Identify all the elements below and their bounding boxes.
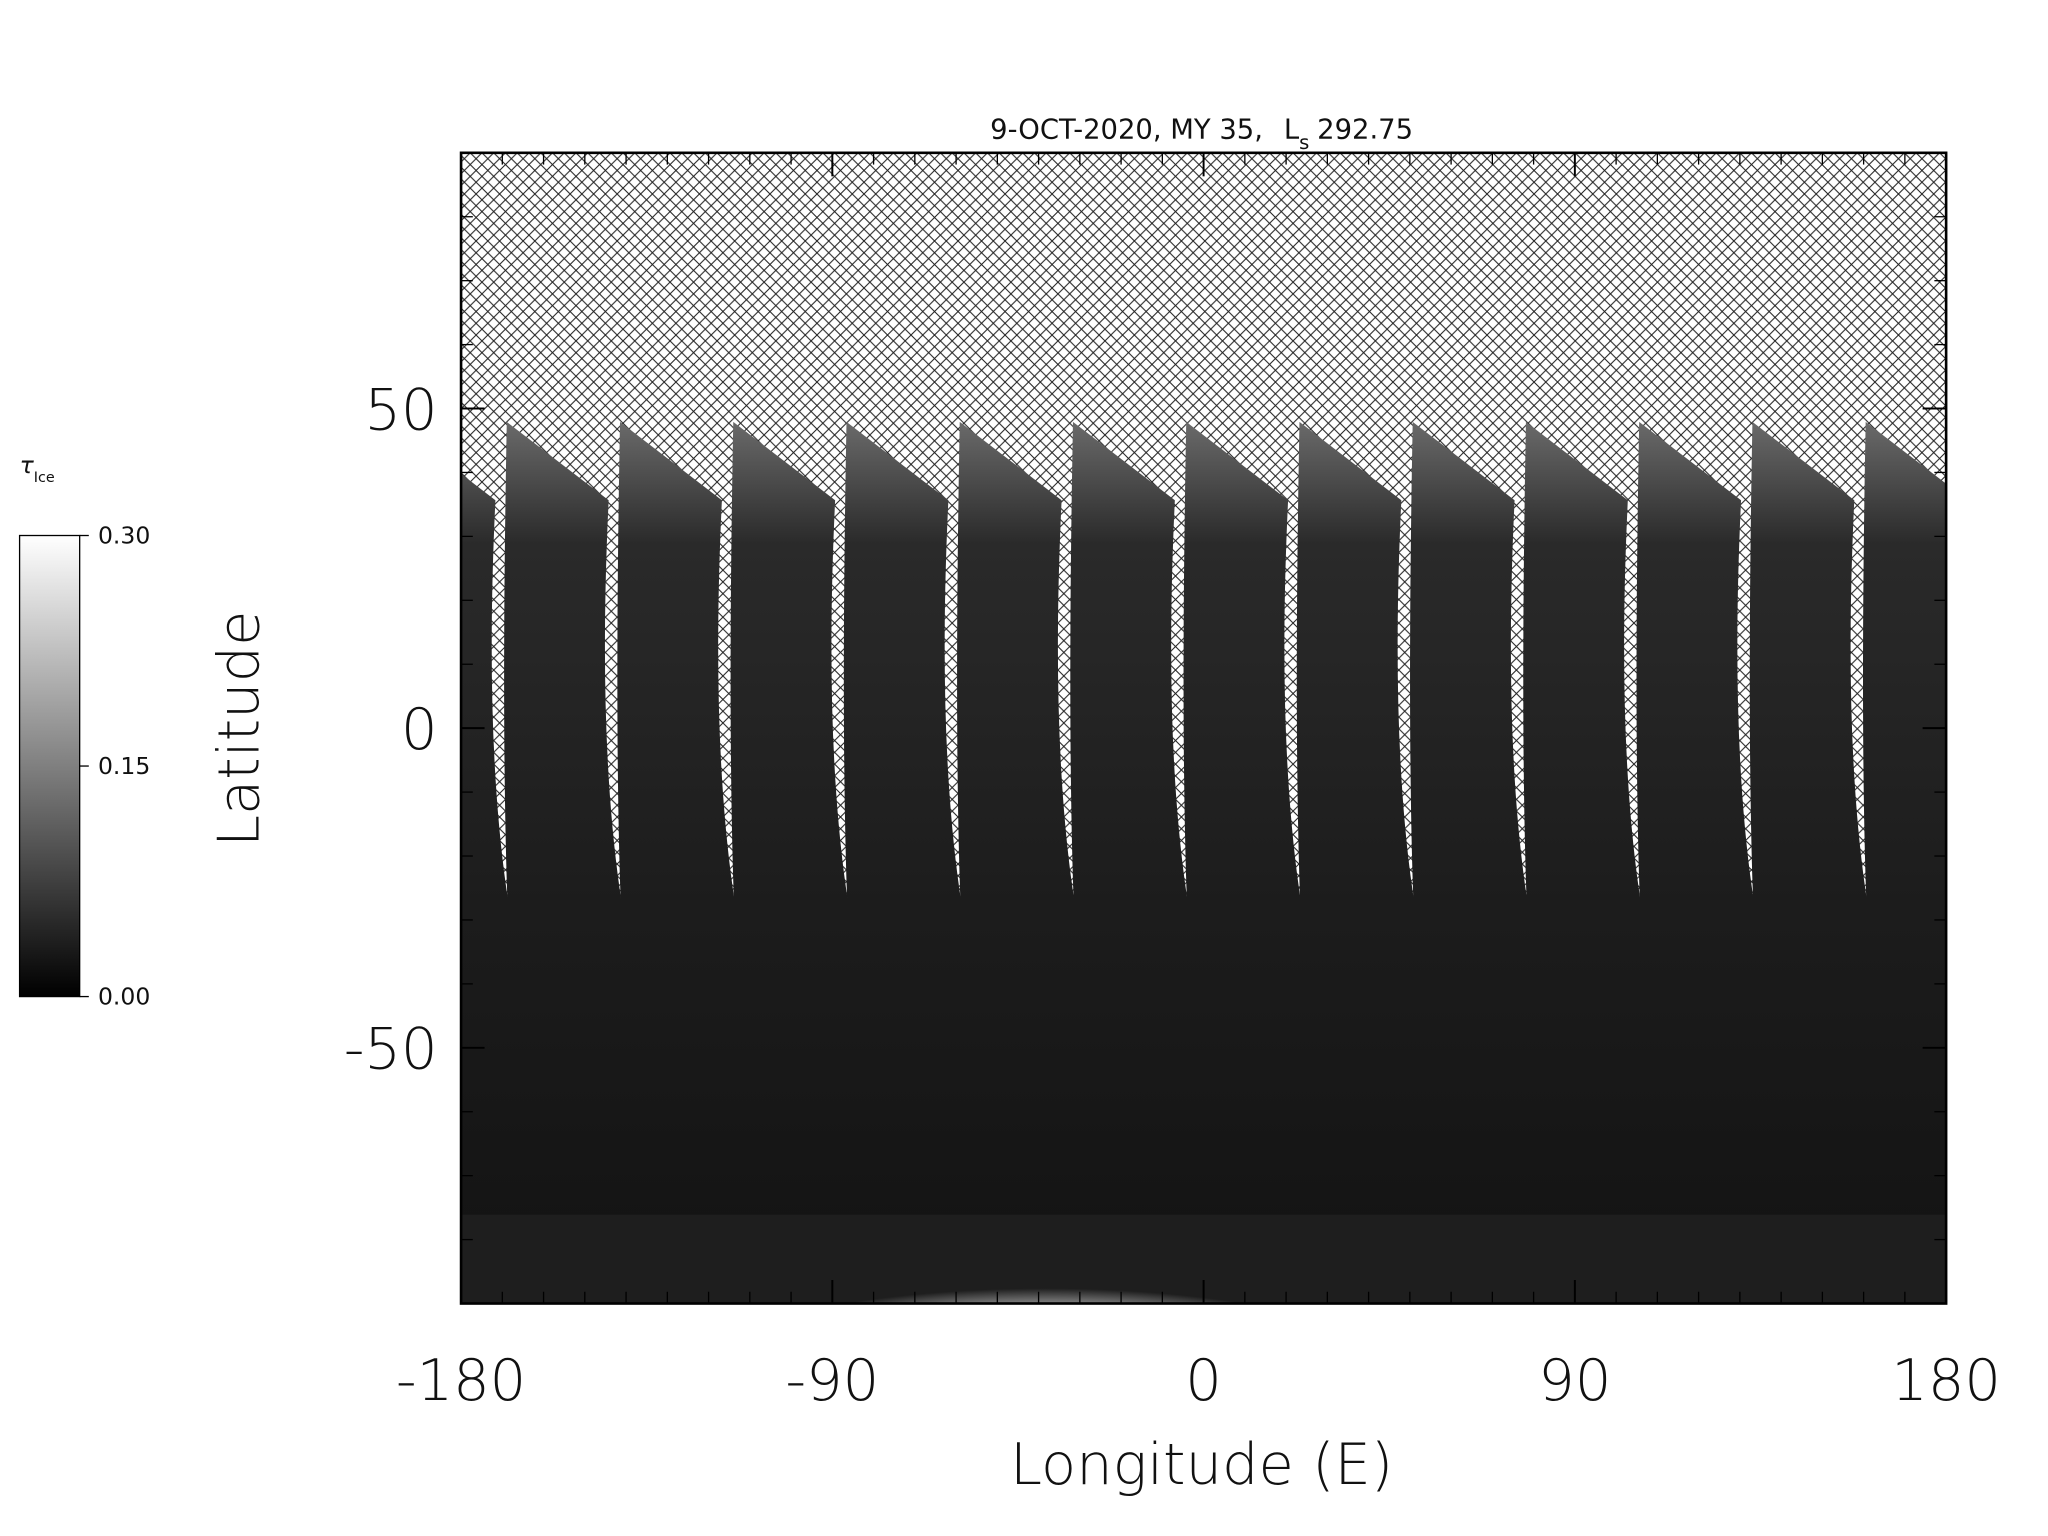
colorbar-sub: Ice (34, 470, 55, 486)
swath (1410, 421, 1609, 1235)
title-ls: L (1284, 114, 1300, 145)
x-tick-label: -180 (396, 1347, 526, 1414)
x-axis-label: Longitude (E) (1010, 1431, 1393, 1498)
swaths (461, 421, 2048, 1235)
colorbar-label: τIce (20, 451, 55, 486)
title-main: 9-OCT-2020, MY 35, (990, 114, 1263, 145)
swath (957, 421, 1156, 1235)
swath (1976, 422, 2048, 1234)
swath (1183, 421, 1383, 1235)
colorbar-symbol: τ (20, 451, 35, 479)
polar-cap (718, 1217, 1372, 1304)
swath (1636, 421, 1836, 1235)
swath (1296, 421, 1496, 1235)
y-axis-label: Latitude (206, 611, 273, 847)
swath (461, 473, 590, 1235)
x-tick-label: 90 (1538, 1347, 1611, 1414)
y-tick-label: -50 (344, 1016, 438, 1083)
x-tick-label: 0 (1185, 1347, 1222, 1414)
title-ls-sub: s (1299, 131, 1309, 154)
swath (1863, 421, 1947, 1235)
x-tick-label: -90 (785, 1347, 879, 1414)
swath (617, 421, 816, 1235)
chart-title: 9-OCT-2020, MY 35, Ls 292.75 (990, 114, 1413, 153)
swath (1523, 421, 1722, 1235)
swath (504, 421, 703, 1235)
swath (730, 421, 930, 1235)
map-image (461, 152, 2048, 1304)
swath (1070, 421, 1269, 1235)
swath (843, 421, 1043, 1235)
y-tick-label: 0 (401, 696, 438, 763)
colorbar-tick-label: 0.00 (98, 982, 150, 1010)
colorbar (18, 534, 81, 998)
colorbar-tick-label: 0.30 (98, 521, 150, 549)
x-tick-label: 180 (1891, 1347, 2001, 1414)
colorbar-tick-label: 0.15 (98, 752, 150, 780)
y-tick-label: 50 (364, 376, 437, 443)
title-ls-value: 292.75 (1317, 114, 1413, 145)
